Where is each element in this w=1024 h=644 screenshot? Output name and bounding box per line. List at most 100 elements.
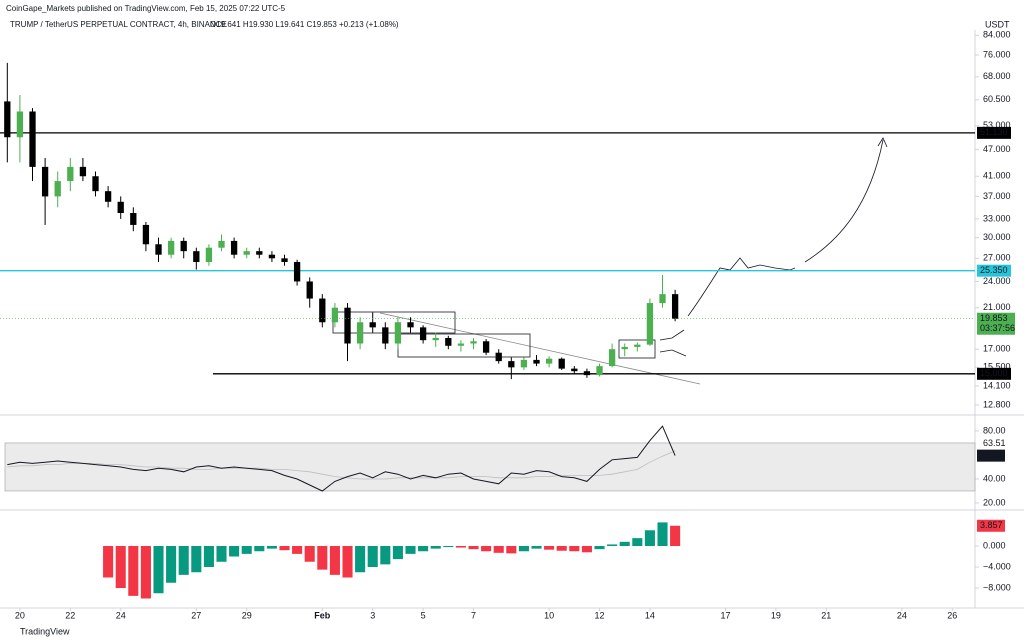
candle-body: [29, 111, 36, 167]
histogram-bar: [367, 546, 378, 568]
candle-body: [419, 327, 427, 341]
histogram-bar: [632, 538, 643, 547]
candle-body: [205, 247, 213, 262]
candle-body: [117, 201, 124, 214]
histogram-bar: [355, 546, 366, 573]
histogram-bar: [380, 546, 391, 565]
x-tick-label: 24: [897, 610, 907, 620]
candle-body: [293, 261, 301, 282]
candle-body: [167, 240, 175, 255]
histogram-bar: [266, 546, 277, 549]
y-tick-label: 12.800: [983, 399, 1011, 409]
candle-body: [193, 251, 200, 262]
histogram-bar: [644, 530, 655, 547]
candle-body: [470, 341, 477, 344]
y-tick-label: 14.100: [983, 380, 1011, 390]
candle-body: [54, 181, 61, 197]
histogram-bar: [203, 546, 214, 568]
y-tick-label: 24.000: [983, 276, 1011, 286]
candle-body: [495, 352, 502, 362]
candle-body: [306, 281, 313, 299]
candle-body: [243, 251, 250, 255]
candle-body: [319, 298, 326, 323]
candle-body: [445, 337, 452, 346]
x-tick-label: 17: [721, 610, 731, 620]
level-label-box: [977, 367, 1011, 380]
symbol-title: TRUMP / TetherUS PERPETUAL CONTRACT, 4h,…: [10, 20, 227, 29]
last-price-box: [977, 312, 1015, 335]
x-tick-label: 20: [15, 610, 25, 620]
x-tick-label: 5: [421, 610, 426, 620]
ohlc-legend: O19.641 H19.930 L19.641 C19.853 +0.213 (…: [210, 20, 399, 29]
rsi-band: [4, 442, 976, 492]
candle-body: [634, 344, 641, 347]
histogram-bar: [153, 546, 164, 594]
candle-body: [268, 254, 276, 259]
histogram-bar: [544, 546, 555, 550]
candle-body: [646, 303, 654, 345]
candle-body: [533, 359, 540, 364]
rsi-line: [7, 450, 676, 480]
histogram-bar: [506, 546, 517, 554]
histogram-bar: [670, 525, 681, 547]
level-label-box: [977, 126, 1011, 139]
candle-body: [382, 327, 389, 344]
candle-body: [457, 343, 465, 346]
histogram-bar: [607, 544, 618, 547]
x-tick-label: 26: [947, 610, 957, 620]
trendline: [379, 312, 701, 385]
y-tick-label: 33.000: [983, 213, 1011, 223]
histogram-bar: [229, 546, 240, 557]
candle-body: [608, 349, 616, 367]
level-label: 15.000: [980, 368, 1008, 378]
candle-body: [331, 307, 339, 323]
publisher: CoinGape_Markets published on TradingVie…: [6, 4, 286, 13]
rsi-ma-label: 63.51: [983, 438, 1006, 448]
x-tick-label: 3: [370, 610, 375, 620]
last-price-label: 19.853: [980, 313, 1008, 323]
candle-body: [142, 224, 150, 245]
y-tick-label: 21.000: [983, 302, 1011, 312]
candle-body: [520, 359, 528, 368]
candle-body: [407, 322, 414, 328]
x-tick-label: 19: [771, 610, 781, 620]
candle-body: [545, 358, 553, 364]
y-tick-label: 41.000: [983, 171, 1011, 181]
candle-body: [155, 244, 162, 255]
histogram-bar: [216, 546, 227, 562]
histogram-bar: [481, 546, 492, 552]
histogram-bar: [518, 546, 529, 552]
histogram-bar: [418, 546, 429, 552]
histogram-bar: [392, 546, 403, 560]
candle-body: [218, 240, 225, 248]
x-tick-label: 22: [65, 610, 75, 620]
histogram-bar: [531, 546, 542, 549]
candle-body: [596, 366, 603, 376]
histogram-bar: [342, 546, 353, 578]
histogram-bar: [292, 546, 303, 554]
level-label: 25.350: [980, 265, 1008, 275]
histogram-bar: [178, 546, 189, 575]
small-arrows: [659, 329, 687, 357]
level-label: 51.130: [980, 127, 1008, 137]
histogram-bar: [317, 546, 328, 570]
histogram-bar: [304, 546, 315, 562]
rsi-value-box: [977, 449, 1005, 462]
histogram-bar: [569, 546, 580, 552]
histogram-bar: [241, 546, 252, 554]
candle-body: [4, 101, 11, 138]
histogram-bar: [115, 546, 126, 588]
y-tick-label: 17.000: [983, 344, 1011, 354]
y-tick-label: 80.00: [983, 425, 1006, 435]
y-tick-label: 30.000: [983, 232, 1011, 242]
histogram-bar: [254, 546, 265, 552]
histogram-bar: [493, 546, 504, 553]
histogram-bar: [140, 546, 151, 599]
candle-body: [180, 240, 187, 252]
histogram-bar: [329, 546, 340, 575]
candle-body: [67, 166, 74, 182]
y-tick-label: 20.00: [983, 497, 1006, 507]
candle-body: [79, 166, 87, 177]
candle-body: [369, 322, 376, 328]
